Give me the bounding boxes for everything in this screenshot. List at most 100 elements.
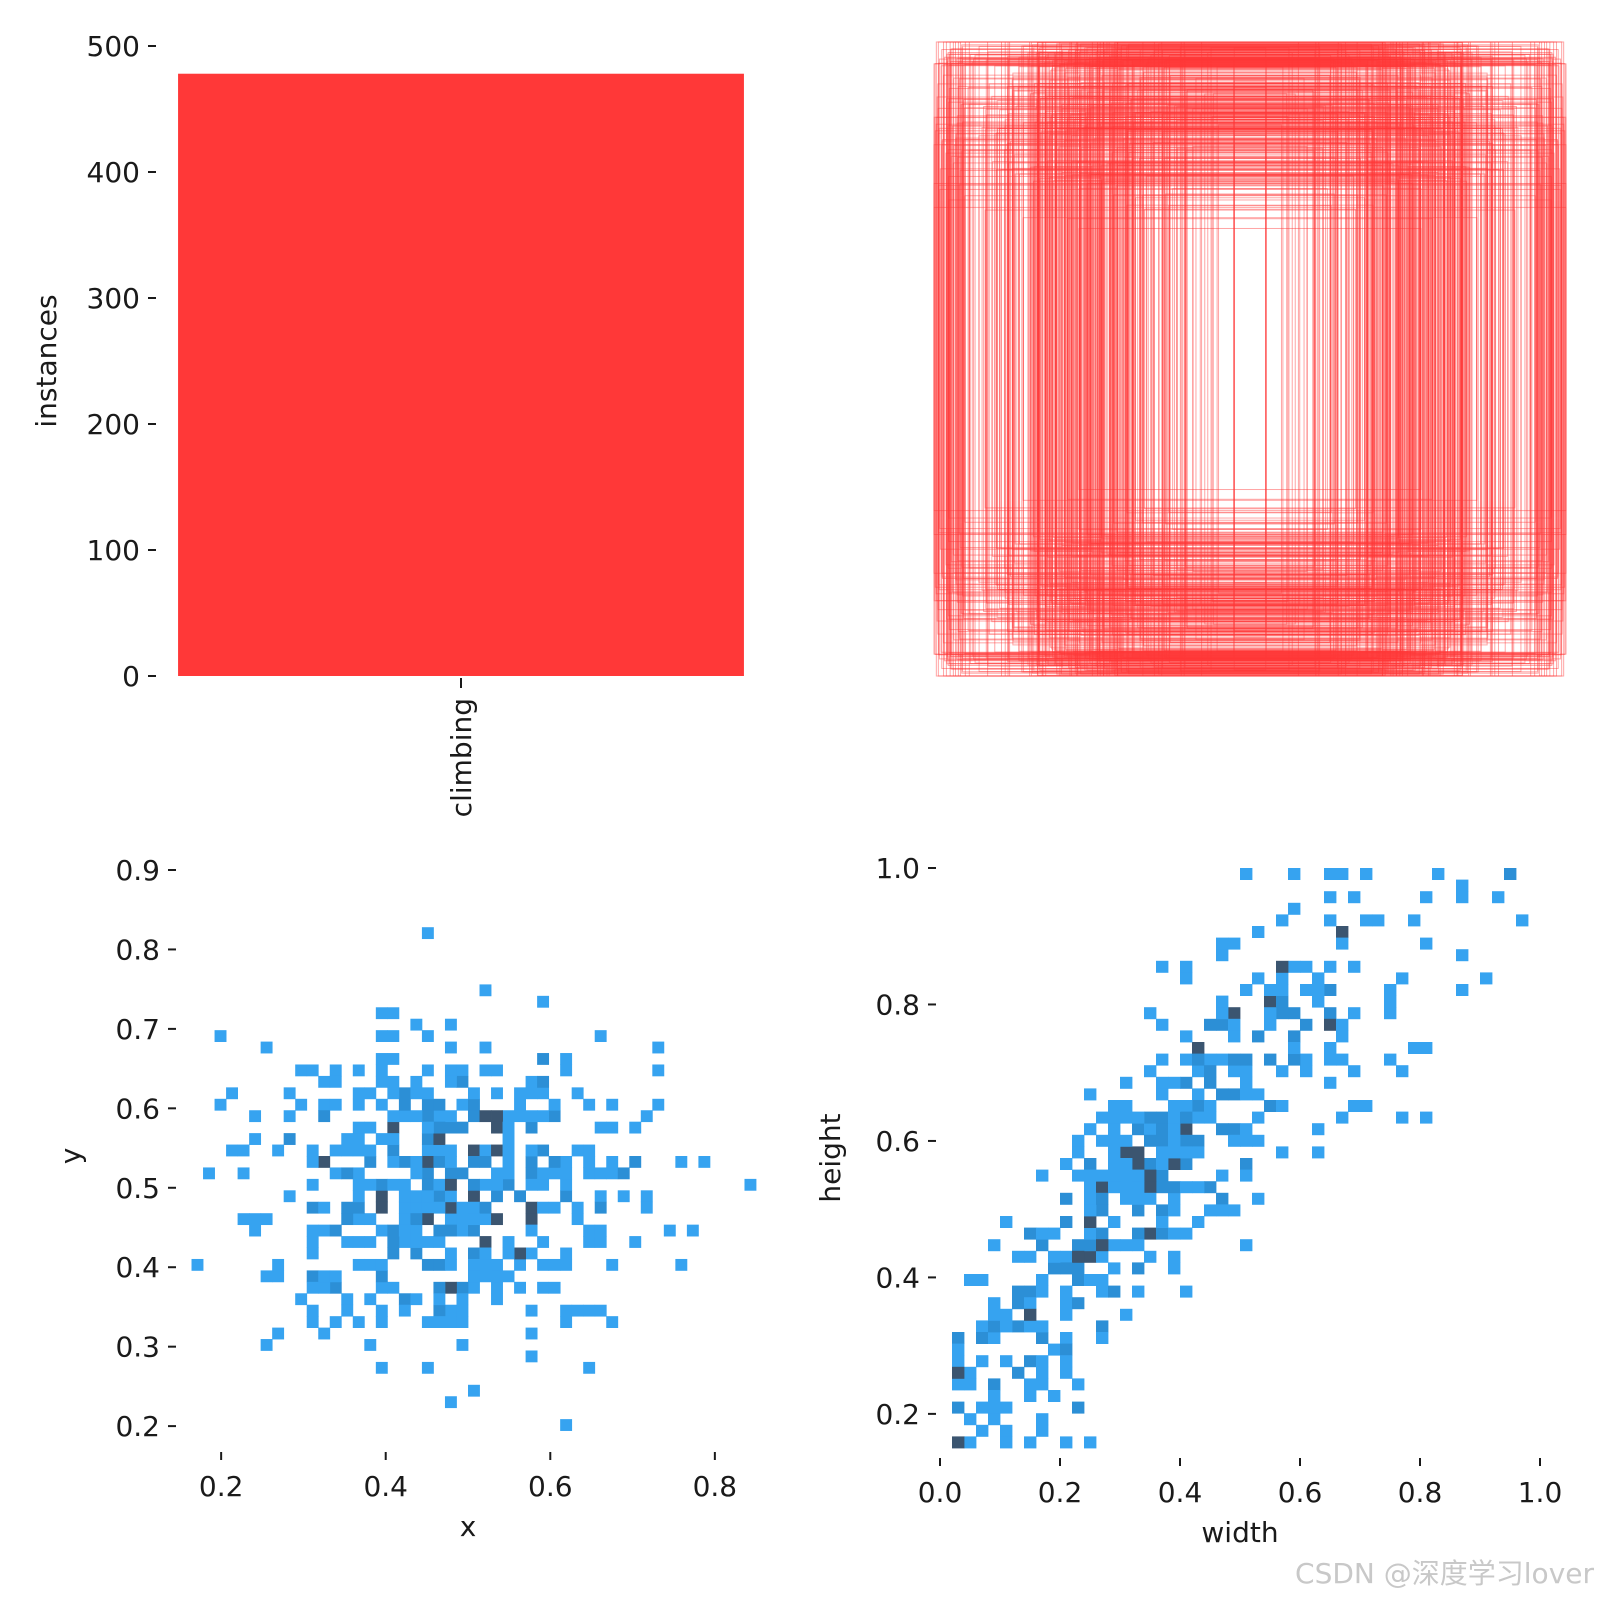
wh-hist-cell [1276,972,1289,985]
label-box [1147,58,1353,660]
label-box [978,135,1522,583]
wh-hist-cell [1240,1169,1253,1182]
label-box [1130,98,1370,620]
wh-hist-cell [1228,1053,1241,1066]
xy-hist-cell [249,1213,262,1226]
wh-hist-cell [1216,1053,1229,1066]
label-box [1080,111,1420,607]
wh-hist-cell [1276,1100,1289,1112]
xy-hist-cell [548,1098,561,1111]
wh-hist-cell [1084,1274,1097,1286]
wh-ytick-label: 0.6 [875,1125,920,1158]
label-box [1041,41,1459,677]
wh-hist-cell [1360,914,1373,927]
xy-hist-cell [398,1190,411,1203]
xy-hist-cell [640,1110,653,1123]
wh-hist-cell [1096,1204,1109,1217]
xy-hist-cell [479,1110,492,1123]
xy-hist-cell [387,1087,400,1100]
label-box [1122,101,1378,617]
label-box [934,63,1566,655]
wh-hist-cell [1276,995,1289,1008]
wh-hist-cell [1072,1262,1085,1275]
wh-hist-cell [1180,1134,1193,1147]
wh-hist-cell [1108,1123,1121,1136]
wh-hist-cell [1324,1018,1337,1031]
wh-hist-cell [1096,1285,1109,1298]
label-box [1018,66,1482,652]
wh-hist-cell [1132,1111,1145,1124]
label-box [1128,152,1372,566]
label-box [943,41,1557,677]
xy-hist-cell [433,1144,446,1157]
xy-hist-cell [502,1144,515,1157]
label-box [1092,58,1408,660]
label-box [1099,41,1401,677]
wh-hist-cell [1108,1134,1121,1147]
label-box [958,78,1542,640]
xy-hist-cell [375,1190,388,1203]
label-box [1126,57,1374,661]
xy-hist-cell [502,1178,515,1191]
xy-hist-cell [560,1053,573,1065]
wh-hist-cell [1372,914,1385,927]
xy-hist-cell [560,1304,573,1317]
label-box [957,61,1543,657]
xy-hist-cell [617,1190,630,1203]
label-box [1056,127,1444,591]
label-box [1039,46,1461,672]
label-box [1059,41,1441,677]
label-box [1076,41,1424,677]
label-box [1054,110,1446,608]
label-box [1089,54,1411,664]
xy-hist-cell [629,1121,642,1134]
label-box [1007,143,1493,575]
wh-hist-cell [1408,1042,1421,1054]
xy-hist-cell [502,1167,515,1180]
label-box [1089,60,1411,658]
xy-hist-cell [444,1110,457,1123]
label-box [1007,41,1493,677]
label-box [1008,59,1492,659]
xy-hist-cell [387,1224,400,1237]
label-box [1071,135,1429,583]
wh-hist-cell [1132,1123,1145,1136]
label-box [1132,111,1368,607]
wh-hist-cell [1024,1227,1037,1240]
label-box [1132,158,1368,560]
wh-hist-cell [1228,937,1241,950]
wh-hist-cell [1108,1239,1121,1252]
label-box [1021,45,1479,673]
xy-hist-cell [502,1110,515,1123]
wh-hist-cell [1000,1216,1013,1228]
xy-hist-cell [410,1156,423,1168]
xy-hist-cell [421,1121,434,1134]
xy-hist-cell [352,1316,365,1328]
wh-hist-cell [1132,1192,1145,1205]
xy-hist-cell [375,1258,388,1271]
wh-hist-cell [1168,1076,1181,1089]
wh-hist-cell [1024,1355,1037,1368]
label-box [952,41,1548,677]
xy-hist-cell [456,1098,469,1111]
xy-hist-cell [433,1190,446,1203]
xy-hist-cell [352,1087,365,1100]
label-box [1162,67,1338,651]
label-box [1090,142,1410,576]
xy-hist-cell [525,1178,538,1191]
xy-hist-cell [295,1293,308,1306]
wh-hist-cell [952,1343,965,1356]
xy-hist-cell [514,1110,526,1123]
wh-hist-cell [1396,1065,1409,1078]
xy-hist-cell [444,1064,457,1077]
wh-hist-cell [1036,1239,1049,1252]
xy-hist-cell [352,1190,365,1203]
wh-hist-cell [1216,937,1229,950]
label-box [1086,47,1414,671]
wh-hist-cell [1240,1123,1253,1136]
xy-hist-cell [444,1190,457,1203]
xy-xtick-label: 0.2 [199,1470,244,1503]
xy-hist-cell [525,1350,538,1363]
xy-hist-cell [583,1361,596,1374]
label-box [1168,139,1332,579]
